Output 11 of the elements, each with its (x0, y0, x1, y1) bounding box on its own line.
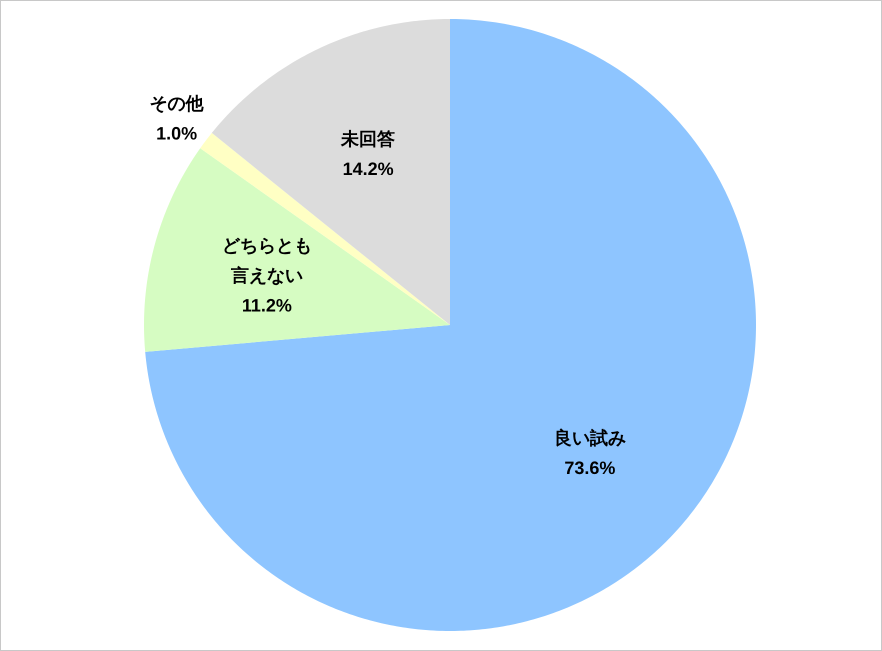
data-label: 1.0% (156, 123, 198, 144)
slice-label: 未回答 (340, 128, 396, 149)
data-label: 11.2% (242, 296, 292, 316)
slice-label: どちらとも言えない (222, 236, 312, 286)
pie-slice (144, 148, 450, 352)
slice-label: 良い試み (554, 428, 626, 448)
data-label: 14.2% (342, 158, 394, 179)
slice-label: その他 (150, 93, 205, 114)
pie-slice (212, 19, 450, 325)
data-label: 73.6% (564, 458, 616, 478)
pie-slice (145, 19, 756, 631)
